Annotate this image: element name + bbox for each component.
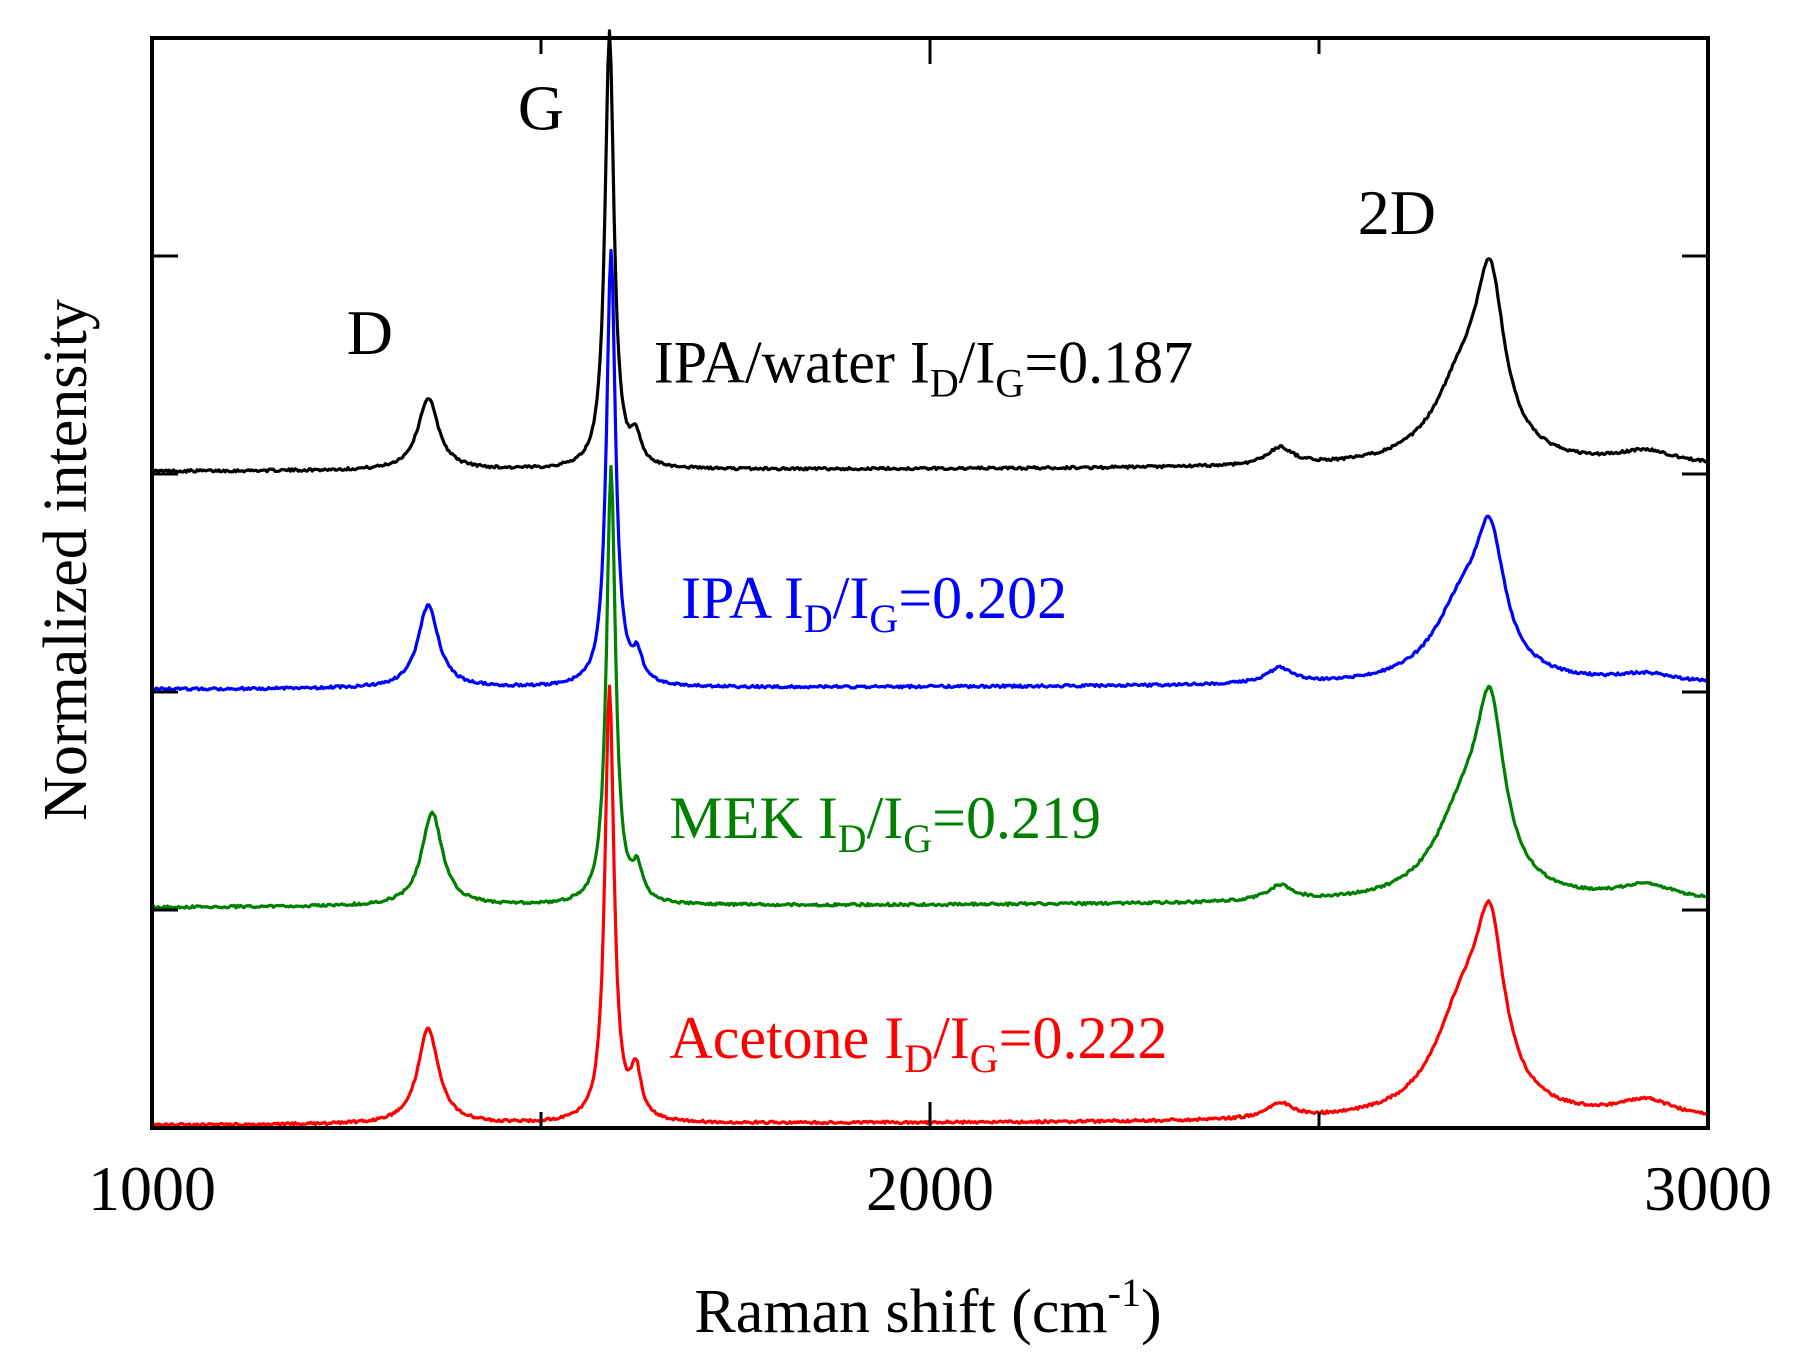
peak-label-2d: 2D xyxy=(1358,177,1436,248)
ratio-annotation-mek: MEK ID/IG=0.219 xyxy=(669,785,1101,861)
x-axis-label-close: ) xyxy=(1141,1278,1162,1346)
series-line-ipa xyxy=(152,248,1708,692)
series-line-ipa-water xyxy=(151,29,1709,474)
peak-label-d: D xyxy=(347,297,393,368)
y-axis-label: Normalized intensity xyxy=(32,299,100,821)
x-axis-label-text: Raman shift (cm xyxy=(694,1278,1107,1346)
x-tick-label: 3000 xyxy=(1644,1153,1772,1224)
x-tick-label: 1000 xyxy=(88,1153,216,1224)
label-layer: 1000 2000 3000 D G 2D IPA/water ID/IG=0.187 IPA… xyxy=(88,73,1772,1224)
ratio-annotation-acetone: Acetone ID/IG=0.222 xyxy=(669,1005,1167,1081)
peak-label-g: G xyxy=(518,73,564,144)
ratio-annotation-ipa-water: IPA/water ID/IG=0.187 xyxy=(654,329,1193,405)
ratio-annotation-ipa: IPA ID/IG=0.202 xyxy=(681,565,1067,641)
series-line-mek xyxy=(150,464,1709,910)
x-axis-label-superscript: -1 xyxy=(1108,1270,1141,1315)
x-axis-label: Raman shift (cm-1) xyxy=(694,1270,1161,1346)
x-tick-label: 2000 xyxy=(866,1153,994,1224)
plot-frame xyxy=(150,36,1710,1130)
